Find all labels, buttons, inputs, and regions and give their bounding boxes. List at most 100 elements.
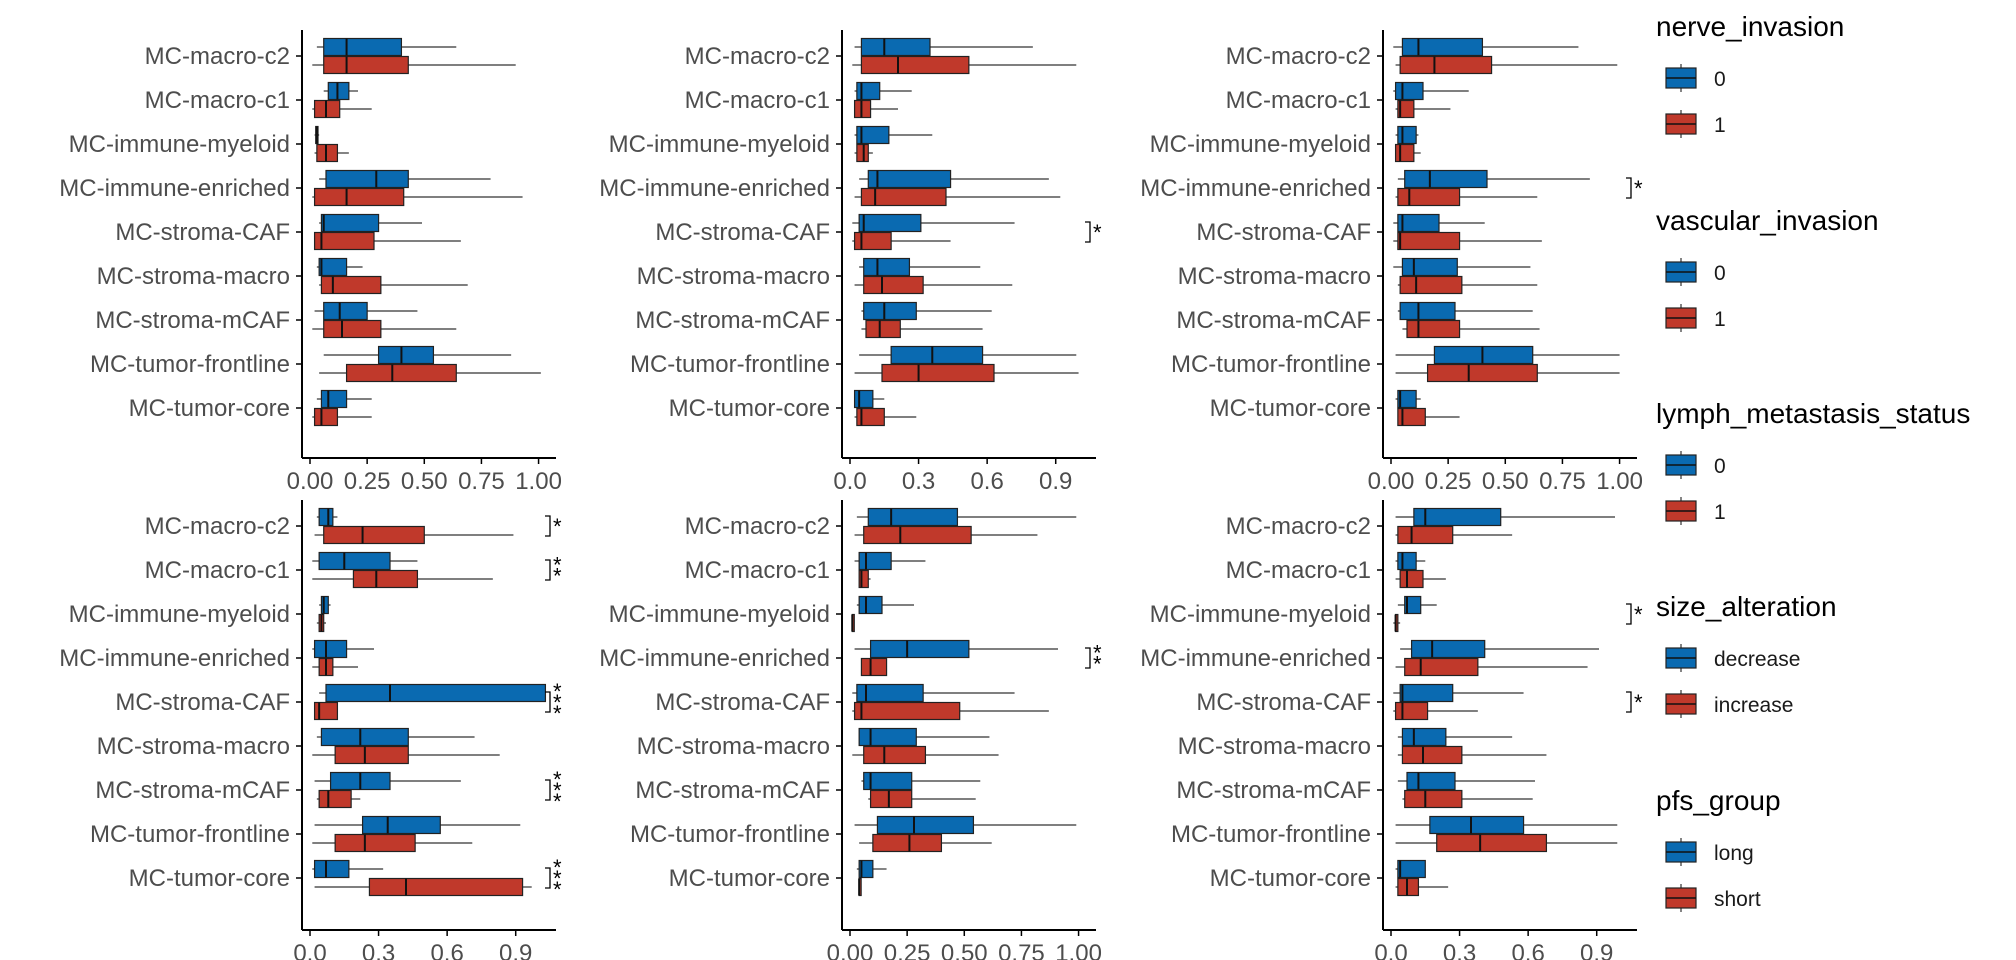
box-iqr	[313, 701, 339, 721]
box-iqr	[323, 525, 425, 545]
box-group2	[1395, 569, 1446, 589]
legends: nerve_invasion01vascular_invasion01lymph…	[1656, 11, 1970, 912]
box-group2	[312, 319, 457, 339]
box-group1	[1397, 727, 1513, 747]
box-iqr	[1399, 301, 1456, 321]
box-iqr	[1406, 319, 1461, 339]
box-group2	[312, 569, 493, 589]
legend-label: short	[1714, 888, 1761, 911]
significance-bracket	[1626, 691, 1632, 713]
box-iqr	[345, 363, 457, 383]
y-tick-label: MC-macro-c2	[685, 43, 830, 70]
box-iqr	[856, 81, 881, 101]
box-group2	[852, 231, 951, 251]
y-tick-label: MC-stroma-mCAF	[1176, 307, 1371, 334]
x-tick-label: 0.75	[458, 468, 505, 495]
box-group2	[312, 55, 516, 75]
x-tick-label: 0.0	[1374, 940, 1407, 960]
box-group2	[316, 613, 326, 633]
box-iqr	[865, 319, 901, 339]
box-group1	[312, 551, 418, 571]
significance-bracket	[545, 559, 551, 581]
box-group2	[854, 363, 1079, 383]
box-group2	[854, 407, 917, 427]
significance-bracket	[545, 691, 551, 713]
y-tick-label: MC-stroma-macro	[637, 733, 830, 760]
box-iqr	[853, 701, 961, 721]
y-tick-label: MC-stroma-CAF	[655, 689, 830, 716]
panels: 0.00 0.25 0.50 0.75 1.00 MC-macro-c2 MC-macro-…	[59, 30, 1643, 960]
y-tick-label: MC-immune-enriched	[59, 175, 290, 202]
box-iqr	[863, 771, 913, 791]
significance-bracket	[545, 515, 551, 537]
significance-label: *	[1093, 641, 1102, 666]
box-group1	[1400, 639, 1599, 659]
x-tick-label: 0.25	[884, 940, 931, 960]
significance-label: *	[1634, 176, 1643, 201]
box-group1	[858, 727, 990, 747]
y-tick-label: MC-stroma-mCAF	[635, 777, 830, 804]
y-tick-label: MC-immune-enriched	[599, 645, 830, 672]
y-tick-label: MC-tumor-core	[129, 395, 290, 422]
significance-label: *	[553, 553, 562, 578]
y-tick-label: MC-stroma-macro	[1178, 733, 1371, 760]
box-iqr	[313, 639, 348, 659]
legend-label: 1	[1714, 501, 1726, 524]
box-group2	[312, 99, 372, 119]
y-tick-label: MC-stroma-mCAF	[635, 307, 830, 334]
box-group2	[852, 745, 999, 765]
legend-title: vascular_invasion	[1656, 205, 1879, 236]
box-group2	[854, 187, 1061, 207]
box-group2	[1395, 55, 1618, 75]
box-iqr	[867, 507, 959, 527]
box-iqr	[323, 37, 403, 57]
box-iqr	[377, 345, 435, 365]
legend-label: 0	[1714, 68, 1726, 91]
box-iqr	[1397, 877, 1420, 897]
box-iqr	[1399, 55, 1493, 75]
box-group2	[312, 745, 500, 765]
box-group1	[312, 639, 374, 659]
box-group1	[314, 125, 320, 145]
box-group2	[1395, 187, 1538, 207]
box-iqr	[856, 125, 890, 145]
box-iqr	[869, 789, 913, 809]
box-iqr	[858, 213, 922, 233]
boxplot-panel-4: 0.0 0.3 0.6 0.9 MC-macro-c2 MC-macro-c1 MC-imm…	[59, 500, 562, 960]
box-iqr	[334, 745, 409, 765]
box-group1	[859, 169, 1049, 189]
box-group2	[1395, 99, 1451, 119]
box-group2	[1395, 363, 1620, 383]
box-iqr	[1399, 683, 1454, 703]
box-iqr	[334, 833, 416, 853]
box-group1	[1393, 81, 1469, 101]
box-iqr	[856, 407, 885, 427]
significance-label: *	[553, 701, 562, 726]
y-tick-label: MC-macro-c1	[685, 557, 830, 584]
box-group2	[1402, 789, 1533, 809]
legend-title: nerve_invasion	[1656, 11, 1844, 42]
x-tick-label: 1.00	[515, 468, 562, 495]
box-group2	[1395, 877, 1449, 897]
box-group2	[858, 877, 862, 897]
box-group2	[1395, 833, 1618, 853]
box-iqr	[1397, 407, 1426, 427]
x-tick-label: 0.9	[1039, 468, 1072, 495]
x-tick-label: 0.75	[998, 940, 1045, 960]
box-iqr	[858, 595, 883, 615]
box-iqr	[318, 507, 334, 527]
box-iqr	[318, 257, 348, 277]
box-iqr	[316, 143, 339, 163]
box-group1	[314, 771, 461, 791]
box-iqr	[1436, 833, 1548, 853]
y-tick-label: MC-immune-enriched	[1140, 645, 1371, 672]
box-iqr	[869, 639, 970, 659]
y-tick-label: MC-tumor-frontline	[630, 821, 830, 848]
box-group2	[1394, 143, 1421, 163]
box-group2	[313, 701, 339, 721]
box-iqr	[1397, 231, 1461, 251]
significance-bracket	[1085, 221, 1091, 243]
box-group2	[319, 363, 541, 383]
box-iqr	[863, 301, 917, 321]
box-iqr	[1401, 745, 1463, 765]
